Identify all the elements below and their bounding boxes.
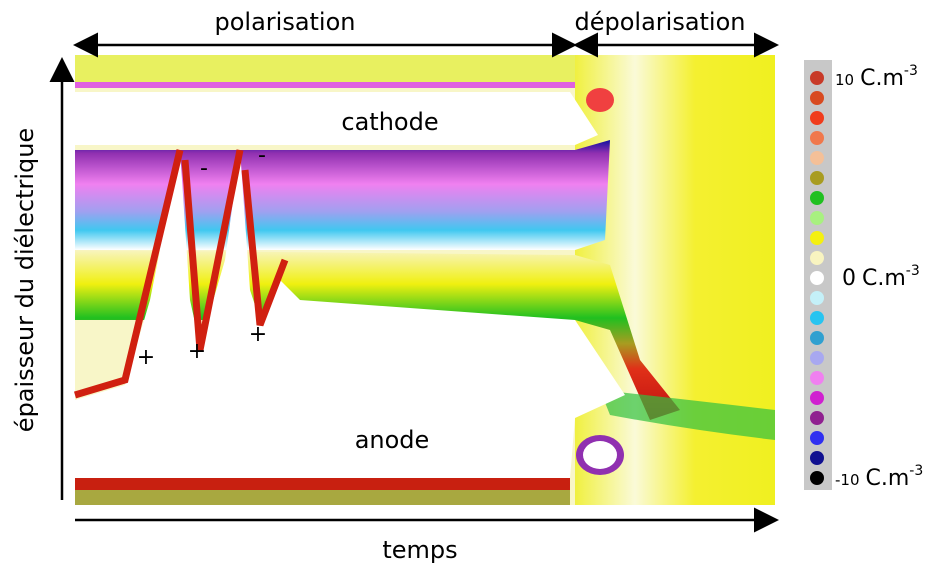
heatmap xyxy=(73,55,775,505)
colorbar-labels: 10 C.m-30 C.m-3-10 C.m-3 xyxy=(835,63,923,491)
swatch xyxy=(810,131,824,145)
swatch xyxy=(810,391,824,405)
swatch xyxy=(810,91,824,105)
swatch xyxy=(810,191,824,205)
tick-unit: C.m xyxy=(860,66,904,91)
swatch xyxy=(810,411,824,425)
tick-unit: C.m xyxy=(862,266,906,291)
swatch xyxy=(810,271,824,285)
tick-value: -10 xyxy=(835,471,860,489)
swatch xyxy=(810,291,824,305)
depolarisation-label: dépolarisation xyxy=(574,8,745,36)
tick-value: 10 xyxy=(835,71,854,89)
swatch xyxy=(810,451,824,465)
swatch xyxy=(810,231,824,245)
tick-exp: -3 xyxy=(904,63,918,79)
tick-exp: -3 xyxy=(909,463,923,479)
cathode-label: cathode xyxy=(341,108,438,136)
polarisation-label: polarisation xyxy=(214,8,355,36)
sign: + xyxy=(137,345,155,370)
swatch xyxy=(810,211,824,225)
colorbar-label: 0 C.m-3 xyxy=(842,263,920,291)
swatch xyxy=(810,351,824,365)
tick-value: 0 xyxy=(842,266,856,291)
sign: - xyxy=(200,156,208,181)
swatch xyxy=(810,331,824,345)
anode-label: anode xyxy=(355,426,430,454)
sign: - xyxy=(258,143,266,168)
sign: + xyxy=(249,322,267,347)
swatch xyxy=(810,151,824,165)
x-axis-label: temps xyxy=(382,536,457,564)
sign: + xyxy=(188,339,206,364)
y-axis-label: épaisseur du diélectrique xyxy=(11,128,39,432)
swatch xyxy=(810,71,824,85)
swatch xyxy=(810,431,824,445)
arrows xyxy=(49,32,779,533)
tick-unit: C.m xyxy=(866,466,910,491)
colorbar-label: 10 C.m-3 xyxy=(835,63,918,91)
colorbar-label: -10 C.m-3 xyxy=(835,463,923,491)
swatch xyxy=(810,251,824,265)
tick-exp: -3 xyxy=(906,263,920,279)
swatch xyxy=(810,311,824,325)
swatch xyxy=(810,371,824,385)
colorbar-swatches xyxy=(810,71,824,485)
labels: polarisation dépolarisation cathode anod… xyxy=(11,8,746,564)
swatch xyxy=(810,471,824,485)
swatch xyxy=(810,111,824,125)
swatch xyxy=(810,171,824,185)
